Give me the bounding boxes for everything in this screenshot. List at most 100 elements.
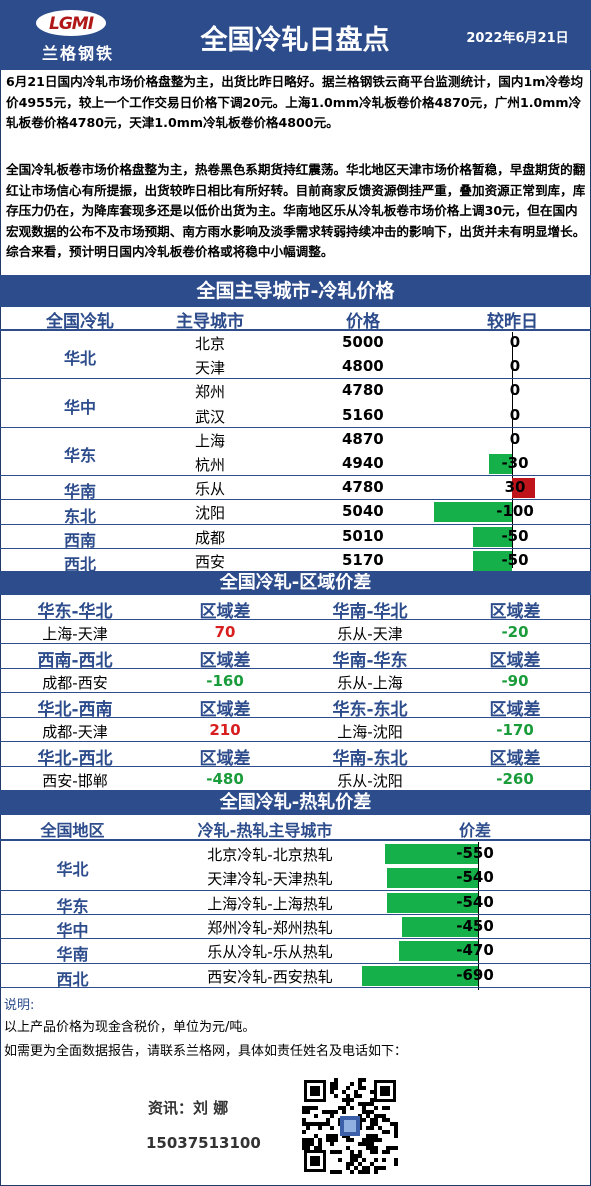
region-label: 华南 <box>63 482 96 502</box>
spread-value: -480 <box>206 770 244 788</box>
spread-rule <box>0 619 591 620</box>
spread-value: 70 <box>214 623 236 641</box>
group-rule <box>0 426 591 428</box>
hotrolled-col-header: 全国地区 <box>40 821 105 840</box>
spread-pair-title: 华东-华北 <box>37 602 113 622</box>
change-bar <box>488 454 512 474</box>
header-rule <box>0 329 591 331</box>
region-label: 华东 <box>63 446 96 465</box>
hotrolled-bar <box>361 965 478 986</box>
hotrolled-value: -450 <box>456 916 494 935</box>
spread-value: -90 <box>501 672 529 690</box>
spread-value: -160 <box>206 672 244 690</box>
hotrolled-col-header: 冷轧-热轧主导城市 <box>197 821 333 840</box>
city-name: 乐从 <box>195 480 226 499</box>
hotrolled-bar <box>386 892 478 913</box>
price-value: 4780 <box>342 381 384 400</box>
change-bar <box>473 526 512 547</box>
spread-col-header: 区域差 <box>489 602 541 622</box>
city-name: 沈阳 <box>195 504 226 523</box>
price-col-header: 全国冷轧 <box>46 312 114 332</box>
hotrolled-rule <box>0 938 591 940</box>
city-name: 郑州 <box>195 383 226 402</box>
hotrolled-name: 西安冷轧-西安热轧 <box>207 967 333 986</box>
hotrolled-value: -690 <box>456 965 494 984</box>
hotrolled-bar <box>386 868 478 889</box>
city-name: 成都 <box>195 528 226 547</box>
spread-pair-title: 华北-西南 <box>37 700 113 720</box>
spread-name: 乐从-沈阳 <box>337 772 403 790</box>
hotrolled-name: 上海冷轧-上海热轧 <box>207 894 333 913</box>
notes-label: 说明: <box>4 998 35 1013</box>
change-value: -50 <box>501 550 529 569</box>
spread-name: 成都-西安 <box>42 674 108 692</box>
spread-value: -20 <box>501 623 529 641</box>
price-value: 5000 <box>342 333 384 351</box>
report-date: 2022年6月21日 <box>466 31 569 46</box>
region-label: 华北 <box>63 349 96 369</box>
spread-rule <box>0 790 591 791</box>
change-axis <box>512 332 513 568</box>
summary-paragraph-1: 6月21日国内冷轧市场价格盘整为主，出货比昨日略好。据兰格钢铁云商平台监测统计，… <box>6 74 584 130</box>
group-rule <box>0 499 591 501</box>
price-value: 4780 <box>342 478 384 497</box>
spread-col-header: 区域差 <box>199 651 251 671</box>
spread-pair-title: 华南-华北 <box>332 602 408 622</box>
price-value: 5170 <box>342 550 384 569</box>
spread-rule <box>0 668 591 669</box>
spread-name: 西安-邯郸 <box>42 772 108 790</box>
region-label: 东北 <box>63 506 96 526</box>
spread-col-header: 区域差 <box>199 749 251 769</box>
hotrolled-rule <box>0 962 591 964</box>
city-name: 西安 <box>195 552 226 571</box>
group-rule <box>0 475 591 477</box>
spread-name: 乐从-天津 <box>337 625 403 643</box>
change-value: -50 <box>501 526 529 545</box>
change-value: 0 <box>509 429 521 448</box>
city-name: 武汉 <box>195 407 226 426</box>
hotrolled-value: -470 <box>456 941 494 960</box>
hotrolled-name: 乐从冷轧-乐从热轧 <box>207 943 333 962</box>
change-value: 0 <box>509 357 521 376</box>
hotrolled-region: 西北 <box>56 969 89 989</box>
spread-name: 成都-天津 <box>42 723 108 741</box>
spread-rule <box>0 741 591 742</box>
hotrolled-value: -540 <box>456 868 494 887</box>
change-value: 0 <box>509 333 521 351</box>
spread-pair-title: 华北-西北 <box>37 749 113 769</box>
hotrolled-section-title: 全国冷轧-热轧价差 <box>0 790 591 815</box>
spread-pair-title: 华南-华东 <box>332 651 408 671</box>
contact-phone: 15037513100 <box>146 1134 261 1152</box>
summary-paragraph-2: 全国冷轧板卷市场价格盘整为主，热卷黑色系期货持红震荡。华北地区天津市场价格暂稳，… <box>6 162 586 260</box>
logo-text: LGMI <box>48 14 94 34</box>
change-value: -30 <box>501 454 529 472</box>
region-label: 西南 <box>63 530 96 550</box>
hotrolled-rule <box>0 913 591 915</box>
spread-rule <box>0 643 591 644</box>
price-col-header: 主导城市 <box>176 312 244 332</box>
spread-pair-title: 西南-西北 <box>37 651 113 671</box>
lgmi-logo: LGMI 兰格钢铁 <box>30 8 126 63</box>
page-title: 全国冷轧日盘点 <box>200 25 390 56</box>
group-rule <box>0 378 591 380</box>
hotrolled-region: 华南 <box>56 945 89 965</box>
region-label: 西北 <box>63 554 96 574</box>
spread-pair-title: 华南-东北 <box>332 749 408 769</box>
spread-rule <box>0 717 591 718</box>
change-value: 0 <box>509 405 521 424</box>
notes-contact-line: 如需更为全面数据报告，请联系兰格网，具体如责任姓名及电话如下： <box>4 1044 408 1059</box>
hotrolled-name: 郑州冷轧-郑州热轧 <box>207 918 333 937</box>
change-bar <box>512 478 536 499</box>
spread-axis <box>478 842 479 990</box>
spread-col-header: 区域差 <box>489 651 541 671</box>
price-value: 4870 <box>342 429 384 448</box>
change-value: 0 <box>509 381 521 400</box>
hotrolled-name: 北京冷轧-北京热轧 <box>207 846 333 864</box>
group-rule <box>0 547 591 549</box>
price-value: 4940 <box>342 454 384 472</box>
hotrolled-region: 华东 <box>56 896 89 916</box>
qr-code-icon <box>302 1078 398 1174</box>
city-name: 杭州 <box>195 456 226 474</box>
hotrolled-rule <box>0 986 591 988</box>
spread-col-header: 区域差 <box>489 700 541 720</box>
